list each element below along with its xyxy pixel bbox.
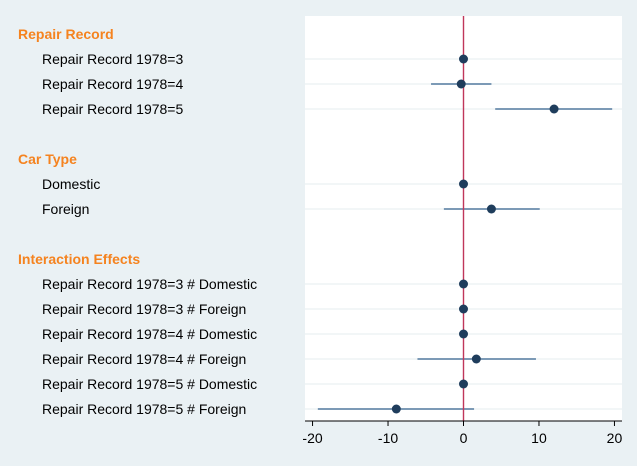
estimate-marker [459, 179, 468, 189]
group-title: Repair Record [18, 26, 114, 42]
estimate-marker [391, 404, 401, 414]
x-tick-label: -20 [302, 430, 322, 446]
row-label: Repair Record 1978=5 # Domestic [42, 376, 257, 392]
point-estimates [391, 54, 559, 414]
row-label: Repair Record 1978=4 # Foreign [42, 351, 246, 367]
group-title: Car Type [18, 151, 77, 167]
row-label: Foreign [42, 201, 89, 217]
estimate-marker [459, 279, 468, 289]
estimate-marker [549, 104, 559, 114]
estimate-marker [456, 79, 466, 89]
x-axis: -20 -10 0 10 20 [302, 420, 623, 446]
estimate-marker [459, 304, 468, 314]
row-label: Repair Record 1978=3 # Domestic [42, 276, 257, 292]
row-label: Repair Record 1978=3 [42, 51, 183, 67]
estimate-marker [471, 354, 481, 364]
row-label: Repair Record 1978=5 [42, 101, 183, 117]
x-tick-label: 10 [531, 430, 547, 446]
group-title: Interaction Effects [18, 251, 140, 267]
row-labels: Repair Record Repair Record 1978=3 Repair … [18, 26, 257, 417]
row-label: Domestic [42, 176, 100, 192]
estimate-marker [459, 329, 468, 339]
estimate-marker [486, 204, 496, 214]
row-label: Repair Record 1978=4 [42, 76, 183, 92]
row-label: Repair Record 1978=3 # Foreign [42, 301, 246, 317]
row-label: Repair Record 1978=4 # Domestic [42, 326, 257, 342]
row-label: Repair Record 1978=5 # Foreign [42, 401, 246, 417]
x-tick-label: -10 [378, 430, 398, 446]
x-tick-label: 20 [607, 430, 623, 446]
x-tick-label: 0 [460, 430, 468, 446]
estimate-marker [459, 54, 468, 64]
estimate-marker [459, 379, 468, 389]
